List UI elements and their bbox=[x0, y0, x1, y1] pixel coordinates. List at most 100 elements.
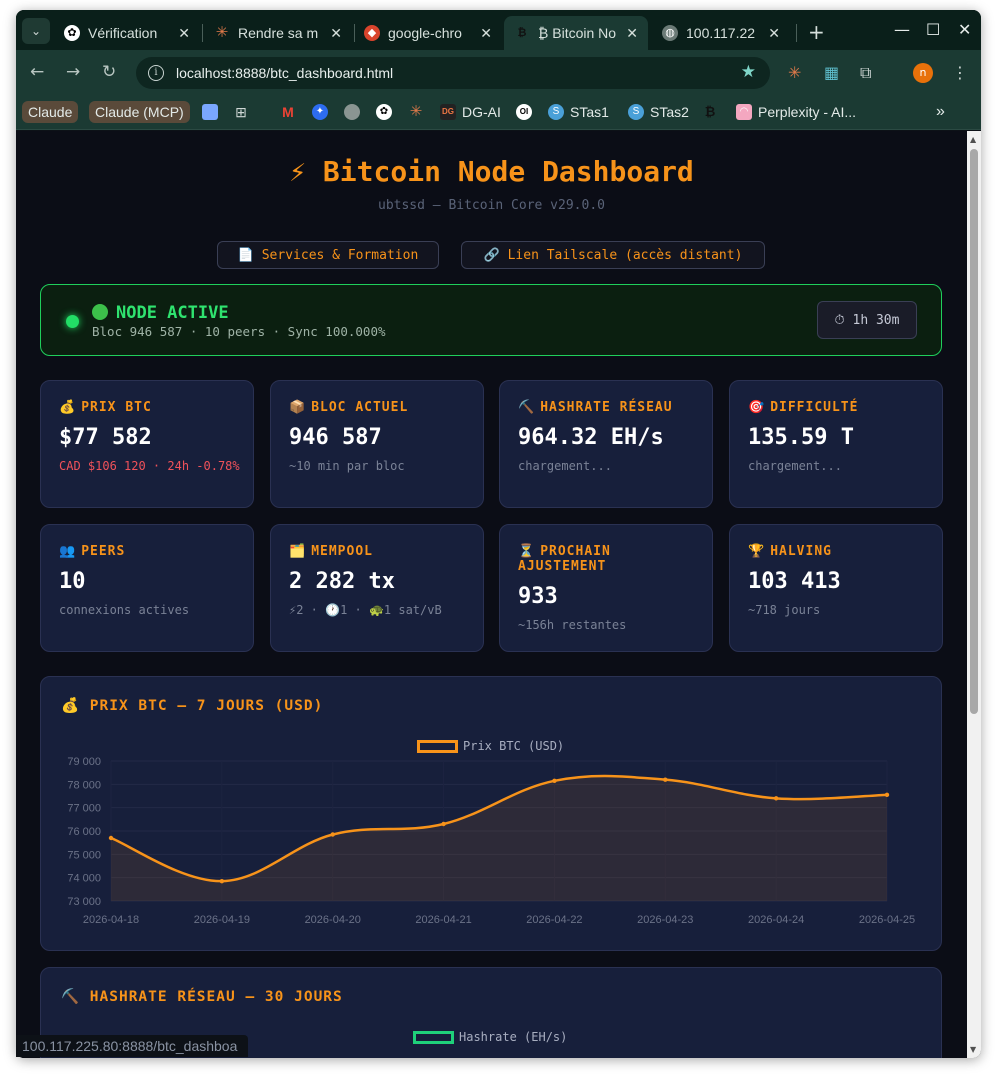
maximize-button[interactable]: ☐ bbox=[926, 20, 941, 39]
node-status-banner: NODE ACTIVE Bloc 946 587 · 10 peers · Sy… bbox=[40, 284, 942, 356]
bitcoin-icon: ₿ bbox=[704, 104, 716, 119]
services-link-button[interactable]: 📄 Services & Formation bbox=[217, 241, 439, 269]
close-icon[interactable]: ✕ bbox=[178, 24, 190, 41]
bookmark-star-icon[interactable]: ★ bbox=[740, 62, 756, 82]
menu-icon[interactable]: ⋮ bbox=[952, 63, 968, 82]
x-tick-label: 2026-04-23 bbox=[637, 914, 693, 926]
card-label: 📦 BLOC ACTUEL bbox=[289, 400, 409, 415]
translate-extension-icon[interactable]: ▦ bbox=[824, 63, 840, 82]
bookmark-openinterpreter[interactable]: OI bbox=[516, 101, 538, 123]
card-value: 10 bbox=[59, 569, 86, 594]
bookmark-claude[interactable]: Claude bbox=[22, 101, 79, 123]
uptime-badge: ⏱ 1h 30m bbox=[817, 301, 917, 339]
browser-toolbar: ← → ↻ i localhost:8888/btc_dashboard.htm… bbox=[16, 50, 981, 96]
chart-legend[interactable]: Prix BTC (USD) bbox=[417, 739, 564, 753]
card-note: ~156h restantes bbox=[518, 618, 627, 632]
tab-bitcoin[interactable]: ₿ ₿ Bitcoin No ✕ bbox=[504, 16, 648, 50]
x-tick-label: 2026-04-20 bbox=[305, 914, 361, 926]
bookmark-claude-icon[interactable]: ✳ bbox=[408, 101, 430, 123]
bookmark-gmail[interactable]: M bbox=[280, 101, 302, 123]
y-tick-label: 73 000 bbox=[67, 896, 101, 908]
extensions-icon[interactable]: ⧉ bbox=[860, 63, 872, 82]
more-bookmarks-icon[interactable]: » bbox=[936, 103, 945, 120]
openai-icon: ✿ bbox=[64, 25, 80, 41]
legend-label: Prix BTC (USD) bbox=[463, 739, 565, 753]
price-data-point bbox=[219, 878, 225, 884]
node-status-detail: Bloc 946 587 · 10 peers · Sync 100.000% bbox=[92, 324, 386, 339]
close-icon[interactable]: ✕ bbox=[480, 24, 492, 41]
tab-divider bbox=[796, 24, 797, 42]
scrollbar-thumb[interactable] bbox=[970, 149, 978, 714]
card-difficulty: 🎯 DIFFICULTÉ 135.59 T chargement... bbox=[729, 380, 943, 508]
node-status-title: NODE ACTIVE bbox=[92, 303, 229, 323]
claude-extension-icon[interactable]: ✳ bbox=[788, 63, 802, 82]
card-note: CAD $106 120 · 24h -0.78% bbox=[59, 459, 240, 473]
address-bar[interactable]: i localhost:8888/btc_dashboard.html ★ bbox=[136, 57, 770, 89]
price-data-point bbox=[773, 796, 779, 801]
bookmark-app-icon[interactable] bbox=[202, 101, 224, 123]
price-chart-title: 💰 PRIX BTC — 7 JOURS (USD) bbox=[61, 698, 324, 714]
profile-avatar[interactable]: n bbox=[913, 63, 933, 83]
y-tick-label: 77 000 bbox=[67, 803, 101, 815]
trophy-icon: 🏆 bbox=[748, 544, 765, 559]
card-value: 135.59 T bbox=[748, 425, 854, 450]
close-window-button[interactable]: ✕ bbox=[958, 20, 972, 39]
tab-divider bbox=[354, 24, 355, 42]
tab-rendre[interactable]: ✳ Rendre sa m ✕ bbox=[204, 16, 352, 50]
new-tab-button[interactable]: + bbox=[808, 20, 825, 44]
card-value: 103 413 bbox=[748, 569, 841, 594]
card-block: 📦 BLOC ACTUEL 946 587 ~10 min par bloc bbox=[270, 380, 484, 508]
page-scrollbar[interactable]: ▲ ▼ bbox=[967, 131, 981, 1058]
close-icon[interactable]: ✕ bbox=[330, 24, 342, 41]
bookmark-claude-mcp[interactable]: Claude (MCP) bbox=[89, 101, 190, 123]
tailscale-link-button[interactable]: 🔗 Lien Tailscale (accès distant) bbox=[461, 241, 765, 269]
tab-ip[interactable]: ◍ 100.117.22 ✕ bbox=[652, 16, 790, 50]
tab-google-chrome[interactable]: ◆ google-chro ✕ bbox=[354, 16, 502, 50]
forward-icon[interactable]: → bbox=[66, 62, 81, 82]
back-icon[interactable]: ← bbox=[30, 62, 45, 82]
y-tick-label: 78 000 bbox=[67, 779, 101, 791]
x-tick-label: 2026-04-22 bbox=[526, 914, 582, 926]
close-icon[interactable]: ✕ bbox=[626, 24, 638, 41]
close-icon[interactable]: ✕ bbox=[768, 24, 780, 41]
bookmark-stas2[interactable]: S STas2 bbox=[628, 101, 689, 123]
y-tick-label: 74 000 bbox=[67, 873, 101, 885]
card-label: ⏳ PROCHAIN AJUSTEMENT bbox=[518, 544, 611, 574]
price-data-point bbox=[441, 821, 446, 827]
tab-verification[interactable]: ✿ Vérification ✕ bbox=[54, 16, 200, 50]
url-text: localhost:8888/btc_dashboard.html bbox=[176, 65, 394, 81]
oi-icon: OI bbox=[516, 104, 532, 120]
stas-icon: S bbox=[548, 104, 564, 120]
tab-divider bbox=[202, 24, 203, 42]
card-peers: 👥 PEERS 10 connexions actives bbox=[40, 524, 254, 652]
tab-search-button[interactable]: ⌄ bbox=[22, 18, 50, 44]
price-data-point bbox=[330, 832, 335, 837]
pickaxe-icon: ⛏️ bbox=[518, 400, 535, 415]
bookmark-dg-ai[interactable]: DG DG-AI bbox=[440, 104, 501, 120]
scroll-down-icon[interactable]: ▼ bbox=[970, 1045, 977, 1054]
hashrate-legend[interactable]: Hashrate (EH/s) bbox=[413, 1030, 567, 1044]
globe-icon: ◍ bbox=[662, 25, 678, 41]
bookmark-globe[interactable] bbox=[344, 101, 366, 123]
browser-window: ⌄ ✿ Vérification ✕ ✳ Rendre sa m ✕ ◆ goo… bbox=[16, 10, 981, 1058]
claude-icon: ✳ bbox=[409, 103, 423, 120]
bookmark-messenger[interactable]: ✦ bbox=[312, 101, 334, 123]
card-label: 💰 PRIX BTC bbox=[59, 400, 152, 415]
minimize-button[interactable]: — bbox=[894, 20, 910, 39]
site-info-icon[interactable]: i bbox=[148, 65, 164, 81]
card-value: 2 282 tx bbox=[289, 569, 395, 594]
bookmark-openai[interactable]: ✿ bbox=[376, 101, 398, 123]
bookmark-perplexity[interactable]: ◠ Perplexity - AI... bbox=[736, 101, 856, 123]
green-circle-icon bbox=[92, 304, 108, 320]
scroll-up-icon[interactable]: ▲ bbox=[970, 135, 977, 144]
bookmark-grid-icon[interactable]: ⊞ bbox=[233, 101, 255, 123]
price-data-point bbox=[108, 835, 114, 841]
bookmark-bitcoin[interactable]: ₿ bbox=[702, 101, 724, 123]
reload-icon[interactable]: ↻ bbox=[102, 62, 117, 82]
legend-swatch bbox=[417, 739, 458, 753]
bookmark-stas1[interactable]: S STas1 bbox=[548, 101, 609, 123]
card-value: 946 587 bbox=[289, 425, 382, 450]
y-tick-label: 76 000 bbox=[67, 826, 101, 838]
y-tick-label: 79 000 bbox=[67, 756, 101, 768]
card-label: 🎯 DIFFICULTÉ bbox=[748, 400, 859, 415]
